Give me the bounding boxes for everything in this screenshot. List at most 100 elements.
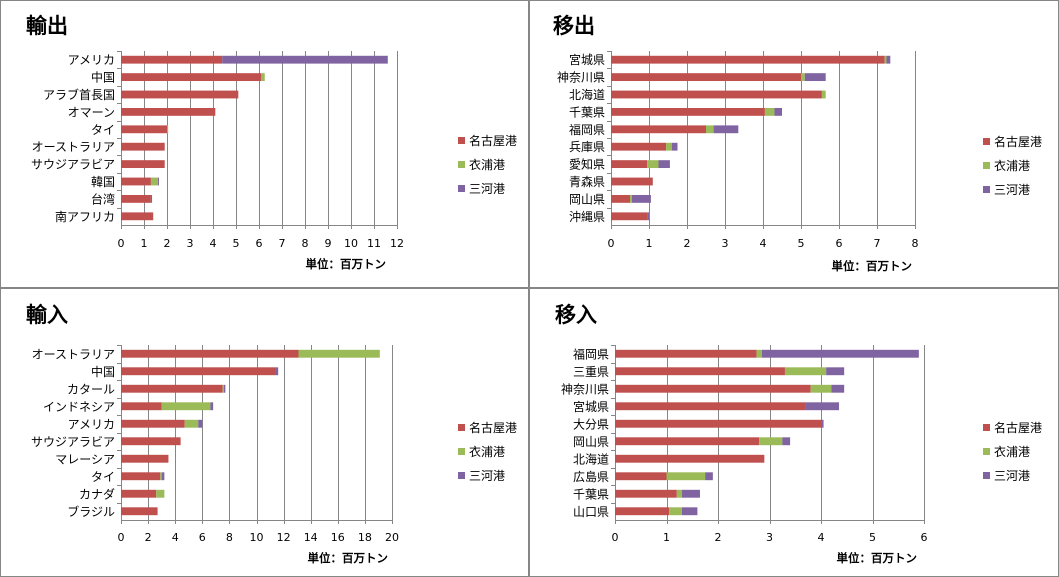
bar-segment xyxy=(810,384,832,393)
category-label: 宮城県 xyxy=(573,399,609,414)
bar-segment xyxy=(782,437,791,446)
category-label: 中国 xyxy=(91,70,115,85)
x-tick-label: 2 xyxy=(715,531,722,544)
bar-segment xyxy=(223,384,226,393)
x-tick-label: 7 xyxy=(874,237,881,250)
category-label: 福岡県 xyxy=(569,122,605,137)
bar-segment xyxy=(121,90,239,99)
bar-segment xyxy=(611,142,667,151)
x-tick-label: 8 xyxy=(302,237,309,250)
x-tick-label: 1 xyxy=(663,531,670,544)
bar-segment xyxy=(121,384,223,393)
chart-title: 輸出 xyxy=(26,14,68,38)
bar-segment xyxy=(615,507,670,516)
unit-label: 単位：百万トン xyxy=(837,551,918,565)
x-tick-label: 14 xyxy=(304,531,318,544)
chart-panel-import: 輸入 0 2 4 6 8 10 12 14 16 18 20 オーストラリア 中国 カタール インドネシア アメ… xyxy=(0,288,529,577)
bar-segment xyxy=(615,402,806,411)
bar-segment xyxy=(615,472,667,481)
bar-segment xyxy=(611,55,885,64)
category-label: 広島県 xyxy=(573,469,609,484)
bar-segment xyxy=(615,454,765,463)
bar-segment xyxy=(821,419,824,428)
legend-label: 名古屋港 xyxy=(469,133,517,148)
bar-segment xyxy=(121,367,276,376)
legend-swatch xyxy=(458,161,465,168)
x-tick-label: 4 xyxy=(760,237,767,250)
chart-title: 移入 xyxy=(555,303,597,327)
category-label: カナダ xyxy=(79,486,115,501)
bar-segment xyxy=(805,402,840,411)
category-label: 三重県 xyxy=(573,365,609,379)
bar-segment xyxy=(121,125,167,134)
x-tick-label: 0 xyxy=(612,531,619,544)
category-label: 岡山県 xyxy=(573,435,609,449)
bar-segment xyxy=(222,384,224,393)
category-label: オーストラリア xyxy=(32,140,115,154)
bar-segment xyxy=(121,73,262,82)
chart-svg: 輸出0 1 2 3 4 5 6 7 8 9 10 11 12アメリカ中国アラブ首長国オマーンタイオースト… xyxy=(0,0,529,288)
legend-label: 衣浦港 xyxy=(994,444,1030,459)
x-tick-label: 1 xyxy=(646,237,653,250)
bar-segment xyxy=(121,507,158,516)
bar-segment xyxy=(647,160,659,169)
bar-segment xyxy=(611,177,653,186)
category-label: 岡山県 xyxy=(569,192,605,206)
x-tick-label: 8 xyxy=(912,237,919,250)
bar-segment xyxy=(821,90,826,99)
bar-segment xyxy=(160,472,162,481)
category-label: タイ xyxy=(91,470,115,484)
category-label: 愛知県 xyxy=(569,158,605,172)
x-tick-label: 10 xyxy=(344,237,358,250)
category-label: 宮城県 xyxy=(569,52,605,67)
category-label: 千葉県 xyxy=(573,487,609,501)
bar-segment xyxy=(121,437,181,446)
bar-segment xyxy=(611,73,801,82)
bar-segment xyxy=(801,73,805,82)
x-tick-label: 5 xyxy=(869,531,876,544)
bar-segment xyxy=(705,472,713,481)
category-label: 大分県 xyxy=(573,417,609,431)
category-label: 北海道 xyxy=(573,451,609,466)
bar-segment xyxy=(121,489,157,498)
x-tick-label: 3 xyxy=(187,237,194,250)
x-tick-label: 16 xyxy=(331,531,345,544)
legend-label: 名古屋港 xyxy=(469,420,517,435)
bar-segment xyxy=(156,489,165,498)
bar-segment xyxy=(761,349,919,358)
unit-label: 単位：百万トン xyxy=(306,257,387,271)
bar-segment xyxy=(161,472,165,481)
x-tick-label: 7 xyxy=(279,237,286,250)
bar-segment xyxy=(630,194,632,203)
category-label: 山口県 xyxy=(573,505,609,519)
category-label: ブラジル xyxy=(67,504,115,519)
legend-swatch xyxy=(983,186,990,193)
category-label: アラブ首長国 xyxy=(43,87,115,102)
chart-svg: 移入 0 1 2 3 4 5 6 福岡県三重県神奈川県宮城県大分県岡山県北海道広島県千葉県山口県… xyxy=(529,288,1059,577)
bar-segment xyxy=(706,125,714,134)
bar-segment xyxy=(671,142,678,151)
legend-swatch xyxy=(458,185,465,192)
bar-segment xyxy=(121,454,169,463)
legend-label: 三河港 xyxy=(994,183,1030,197)
category-label: 北海道 xyxy=(569,87,605,102)
x-tick-label: 4 xyxy=(210,237,217,250)
legend-label: 名古屋港 xyxy=(994,420,1042,435)
legend-swatch xyxy=(983,424,990,431)
bar-segment xyxy=(222,55,388,64)
bar-segment xyxy=(261,73,265,82)
bar-segment xyxy=(647,212,649,221)
x-tick-label: 2 xyxy=(145,531,152,544)
bar-segment xyxy=(759,437,783,446)
legend-label: 衣浦港 xyxy=(469,444,505,459)
chart-title: 移出 xyxy=(553,14,595,38)
x-tick-label: 6 xyxy=(199,531,206,544)
bar-segment xyxy=(121,107,216,116)
category-label: オマーン xyxy=(68,105,115,119)
panel-border xyxy=(0,288,529,577)
category-label: 中国 xyxy=(91,364,115,379)
bar-segment xyxy=(804,73,826,82)
x-tick-label: 12 xyxy=(277,531,291,544)
bar-segment xyxy=(167,125,169,134)
